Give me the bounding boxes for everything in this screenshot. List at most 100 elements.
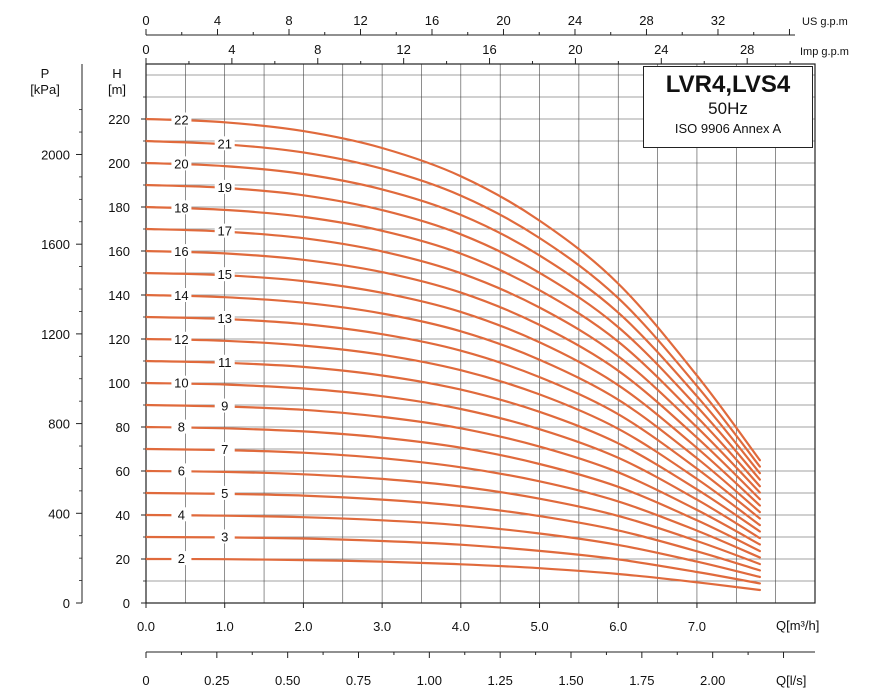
h-tick-label: 60 bbox=[116, 464, 130, 479]
imp-tick-label: 24 bbox=[654, 42, 668, 57]
curve-line-11 bbox=[144, 359, 761, 533]
curve-label-bg-16 bbox=[171, 244, 192, 259]
axis-titles: P [kPa] H [m] Q[m³/h] Q[l/s] US g.p.m Im… bbox=[30, 16, 849, 688]
curve-label-4: 4 bbox=[178, 507, 185, 522]
curve-line-14 bbox=[144, 293, 761, 514]
h-tick-label: 80 bbox=[116, 420, 130, 435]
curve-line-21 bbox=[144, 139, 761, 468]
p-tick-label: 1600 bbox=[41, 237, 70, 252]
chart-subtitle: 50Hz bbox=[708, 99, 748, 118]
x-axis-title-ls: Q[l/s] bbox=[776, 673, 806, 688]
curve-label-bg-9 bbox=[214, 398, 235, 413]
imp-tick-label: 8 bbox=[314, 42, 321, 57]
curve-line-2 bbox=[144, 557, 761, 592]
curve-label-17: 17 bbox=[217, 224, 231, 239]
ls-tick-label: 1.75 bbox=[629, 673, 654, 688]
ls-tick-label: 0.25 bbox=[204, 673, 229, 688]
chart-legend: LVR4,LVS4 50Hz ISO 9906 Annex A bbox=[643, 66, 813, 148]
h-tick-label: 20 bbox=[116, 552, 130, 567]
x-tick-label: 2.0 bbox=[294, 619, 312, 634]
curve-line-12 bbox=[144, 337, 761, 527]
curve-label-bg-19 bbox=[214, 179, 235, 194]
curve-label-3: 3 bbox=[221, 529, 228, 544]
curve-label-bg-8 bbox=[171, 419, 192, 434]
curve-label-15: 15 bbox=[217, 267, 231, 282]
us-tick-label: 28 bbox=[639, 13, 653, 28]
curve-label-14: 14 bbox=[174, 288, 188, 303]
x-axis-title-m3h: Q[m³/h] bbox=[776, 618, 819, 633]
ls-tick-label: 0.75 bbox=[346, 673, 371, 688]
curve-line-13 bbox=[144, 315, 761, 520]
pump-curves bbox=[144, 117, 761, 592]
x-tick-label: 3.0 bbox=[373, 619, 391, 634]
x-tick-label: 0.0 bbox=[137, 619, 155, 634]
chart-title: LVR4,LVS4 bbox=[665, 71, 791, 98]
curve-line-17 bbox=[144, 227, 761, 494]
curve-label-bg-21 bbox=[214, 136, 235, 151]
curve-label-9: 9 bbox=[221, 399, 228, 414]
ls-tick-label: 2.00 bbox=[700, 673, 725, 688]
us-tick-label: 24 bbox=[568, 13, 582, 28]
curve-label-6: 6 bbox=[178, 463, 185, 478]
h-tick-label: 180 bbox=[108, 200, 130, 215]
curve-label-bg-18 bbox=[171, 200, 192, 215]
ls-tick-label: 1.00 bbox=[417, 673, 442, 688]
curve-label-7: 7 bbox=[221, 442, 228, 457]
h-tick-label: 0 bbox=[123, 596, 130, 611]
h-axis-title-line2: [m] bbox=[108, 82, 126, 97]
us-tick-label: 8 bbox=[285, 13, 292, 28]
x-axis-title-us: US g.p.m bbox=[802, 16, 848, 28]
curve-line-22 bbox=[144, 117, 761, 462]
imp-tick-label: 20 bbox=[568, 42, 582, 57]
imp-tick-label: 28 bbox=[740, 42, 754, 57]
curve-label-bg-11 bbox=[214, 354, 235, 369]
p-tick-label: 1200 bbox=[41, 327, 70, 342]
curve-line-10 bbox=[144, 381, 761, 540]
imp-tick-label: 16 bbox=[482, 42, 496, 57]
x-tick-label: 6.0 bbox=[609, 619, 627, 634]
curve-label-8: 8 bbox=[178, 420, 185, 435]
curve-label-bg-20 bbox=[171, 156, 192, 171]
curve-line-6 bbox=[144, 469, 761, 566]
ls-tick-label: 1.50 bbox=[558, 673, 583, 688]
curve-line-20 bbox=[144, 161, 761, 475]
h-axis-title-line1: H bbox=[112, 66, 121, 81]
chart-standard: ISO 9906 Annex A bbox=[674, 121, 782, 136]
h-tick-label: 120 bbox=[108, 332, 130, 347]
curve-label-12: 12 bbox=[174, 332, 188, 347]
p-tick-label: 400 bbox=[48, 506, 70, 521]
p-tick-label: 800 bbox=[48, 417, 70, 432]
p-axis-title-line1: P bbox=[41, 66, 50, 81]
h-tick-label: 40 bbox=[116, 508, 130, 523]
us-tick-label: 0 bbox=[142, 13, 149, 28]
curve-label-bg-2 bbox=[171, 551, 192, 566]
h-tick-label: 220 bbox=[108, 112, 130, 127]
h-tick-label: 140 bbox=[108, 288, 130, 303]
curve-label-19: 19 bbox=[217, 180, 231, 195]
h-tick-label: 200 bbox=[108, 156, 130, 171]
plot-frame bbox=[145, 63, 816, 604]
curve-label-22: 22 bbox=[174, 112, 188, 127]
curve-line-5 bbox=[144, 491, 761, 572]
curve-label-18: 18 bbox=[174, 200, 188, 215]
imp-tick-label: 0 bbox=[142, 42, 149, 57]
imp-tick-label: 4 bbox=[228, 42, 235, 57]
ls-tick-label: 1.25 bbox=[488, 673, 513, 688]
curve-line-8 bbox=[144, 425, 761, 553]
curve-labels: 2 3 4 5 6 7 8 9 10 11 12 13 14 15 16 17 18 19 20 21 22 bbox=[171, 112, 235, 566]
curve-line-16 bbox=[144, 249, 761, 501]
curve-line-9 bbox=[144, 403, 761, 546]
us-tick-label: 16 bbox=[425, 13, 439, 28]
curve-label-bg-17 bbox=[214, 223, 235, 238]
us-tick-label: 20 bbox=[496, 13, 510, 28]
ls-tick-label: 0 bbox=[142, 673, 149, 688]
curve-line-3 bbox=[144, 535, 761, 585]
curve-label-bg-7 bbox=[214, 442, 235, 457]
curve-line-15 bbox=[144, 271, 761, 507]
h-tick-label: 100 bbox=[108, 376, 130, 391]
curve-label-20: 20 bbox=[174, 156, 188, 171]
curve-label-bg-5 bbox=[214, 485, 235, 500]
us-tick-label: 4 bbox=[214, 13, 221, 28]
curve-label-bg-12 bbox=[171, 331, 192, 346]
